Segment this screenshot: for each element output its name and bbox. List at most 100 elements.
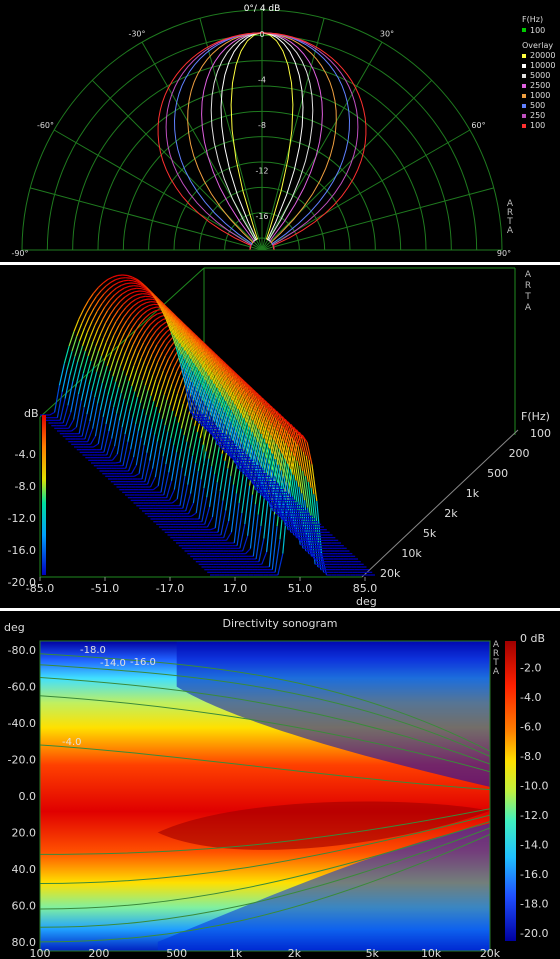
surface-segment — [81, 414, 88, 437]
surface-segment — [199, 344, 206, 356]
surface-segment — [229, 369, 236, 380]
surface-segment — [311, 464, 318, 502]
surface-segment — [244, 381, 251, 391]
surface-segment — [235, 373, 242, 382]
surface-segment — [172, 322, 179, 334]
surface-segment — [132, 430, 139, 458]
surface-segment — [211, 440, 217, 467]
surface-segment — [306, 507, 313, 556]
surface-segment — [132, 294, 138, 298]
surface-segment — [75, 367, 82, 388]
panel-divider — [0, 608, 560, 611]
surface-segment — [287, 463, 294, 496]
surface-segment — [134, 375, 141, 392]
surface-segment — [257, 441, 264, 469]
surface-segment — [133, 301, 139, 307]
y-tick-label: 20k — [380, 567, 401, 580]
surface-segment — [147, 468, 154, 485]
surface-segment — [177, 328, 184, 342]
surface-segment — [194, 386, 201, 411]
surface-segment — [70, 387, 77, 413]
surface-segment — [198, 488, 205, 520]
surface-segment — [176, 333, 183, 348]
surface-segment — [63, 345, 70, 364]
colorbar-tick-label: -16.0 — [520, 868, 548, 881]
surface-segment — [180, 354, 187, 373]
surface-segment — [203, 389, 210, 412]
watermark-letter: R — [493, 649, 499, 659]
surface-segment — [136, 380, 143, 398]
surface-segment — [101, 365, 108, 384]
surface-segment — [197, 339, 204, 349]
surface-segment — [148, 340, 155, 351]
surface-segment — [116, 293, 123, 299]
watermark-letter: T — [506, 217, 513, 227]
surface-segment — [79, 350, 86, 368]
surface-segment — [189, 463, 196, 494]
surface-segment — [162, 431, 169, 457]
surface-segment — [78, 407, 85, 434]
surface-segment — [132, 280, 139, 283]
surface-segment — [110, 381, 117, 402]
surface-segment — [117, 274, 123, 277]
surface-segment — [134, 290, 140, 293]
surface-segment — [156, 418, 163, 442]
surface-segment — [305, 455, 312, 488]
surface-segment — [123, 380, 130, 399]
polar-radial-label: -8 — [258, 121, 266, 130]
surface-segment — [261, 397, 268, 409]
surface-segment — [220, 360, 227, 371]
surface-segment — [149, 434, 156, 461]
surface-segment — [125, 360, 132, 376]
surface-segment — [175, 322, 182, 333]
surface-segment — [260, 433, 267, 459]
surface-segment — [143, 305, 150, 309]
sonogram-top-fade — [176, 641, 490, 787]
surface-segment — [197, 444, 204, 472]
surface-segment — [228, 484, 234, 521]
surface-segment — [208, 368, 215, 385]
surface-segment — [115, 392, 122, 414]
surface-segment — [80, 378, 87, 401]
surface-segment — [135, 437, 142, 466]
surface-segment — [204, 379, 211, 400]
surface-segment — [174, 375, 181, 390]
z-tick-label: -4.0 — [15, 448, 36, 461]
surface-segment — [210, 527, 216, 531]
watermark-letter: A — [525, 303, 532, 313]
surface-segment — [190, 335, 197, 346]
legend-label-2500: 2500 — [530, 81, 550, 90]
legend-label-5000: 5000 — [530, 71, 550, 80]
surface-segment — [261, 551, 268, 565]
legend-freq-value: 100 — [530, 26, 545, 35]
surface-segment — [144, 460, 151, 482]
surface-segment — [85, 303, 92, 314]
surface-segment — [200, 340, 207, 349]
surface-segment — [67, 381, 74, 406]
surface-segment — [234, 404, 241, 425]
surface-segment — [164, 334, 170, 341]
surface-segment — [245, 548, 251, 555]
legend-label-500: 500 — [530, 101, 545, 110]
surface-segment — [223, 423, 230, 451]
surface-segment — [298, 433, 304, 453]
polar-title: 0°/ 4 dB — [244, 4, 281, 14]
contour-line — [40, 821, 490, 910]
surface-segment — [247, 494, 253, 536]
surface-segment — [121, 290, 128, 295]
surface-segment — [253, 410, 260, 430]
legend-swatch-1000 — [522, 94, 526, 98]
surface-segment — [163, 379, 170, 395]
surface-segment — [184, 350, 191, 368]
surface-segment — [242, 388, 249, 403]
y-tick-label: 40.0 — [12, 863, 37, 876]
surface-plot: -4.0 -8.0 -12.0 -16.0 -20.0-85.0 -51.0 -17.0 17… — [8, 267, 551, 608]
surface-segment — [198, 348, 205, 362]
surface-segment — [249, 389, 255, 403]
surface-segment — [123, 324, 130, 334]
surface-segment — [213, 383, 220, 403]
surface-segment — [111, 338, 118, 352]
polar-radial-label: -16 — [255, 212, 268, 221]
surface-segment — [152, 485, 159, 491]
surface-segment — [302, 451, 309, 482]
